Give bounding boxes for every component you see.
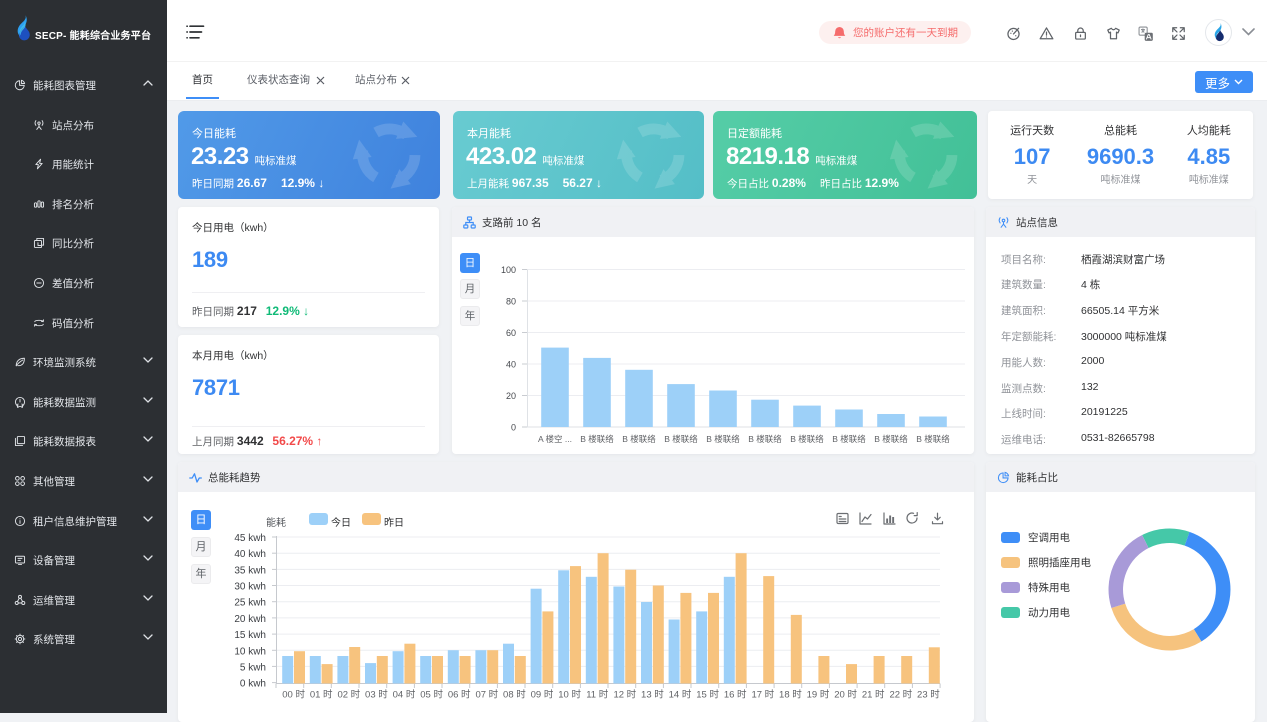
svg-text:B 楼联络: B 楼联络 — [580, 434, 614, 444]
svg-text:B 楼联络: B 楼联络 — [748, 434, 782, 444]
svg-text:04 时: 04 时 — [393, 689, 416, 701]
svg-text:09 时: 09 时 — [531, 689, 554, 701]
svg-text:0: 0 — [511, 423, 516, 433]
svg-text:0 kwh: 0 kwh — [240, 679, 266, 690]
svg-text:05 时: 05 时 — [420, 689, 443, 701]
svg-text:18 时: 18 时 — [779, 689, 802, 701]
svg-text:25 kwh: 25 kwh — [234, 598, 266, 609]
svg-text:B 楼联络: B 楼联络 — [916, 434, 950, 444]
svg-text:5 kwh: 5 kwh — [240, 662, 266, 673]
svg-text:19 时: 19 时 — [807, 689, 830, 701]
svg-text:60: 60 — [506, 328, 516, 338]
svg-text:20 kwh: 20 kwh — [234, 614, 266, 625]
svg-text:B 楼联络: B 楼联络 — [874, 434, 908, 444]
svg-text:20 时: 20 时 — [834, 689, 857, 701]
svg-text:13 时: 13 时 — [641, 689, 664, 701]
svg-text:22 时: 22 时 — [889, 689, 912, 701]
svg-text:00 时: 00 时 — [282, 689, 305, 701]
svg-text:20: 20 — [506, 391, 516, 401]
svg-text:06 时: 06 时 — [448, 689, 471, 701]
svg-text:23 时: 23 时 — [917, 689, 940, 701]
svg-text:12 时: 12 时 — [613, 689, 636, 701]
svg-text:21 时: 21 时 — [862, 689, 885, 701]
svg-text:10 时: 10 时 — [558, 689, 581, 701]
svg-text:80: 80 — [506, 297, 516, 307]
svg-text:45 kwh: 45 kwh — [234, 533, 266, 544]
svg-text:A 楼空 ...: A 楼空 ... — [538, 434, 572, 444]
svg-text:B 楼联络: B 楼联络 — [790, 434, 824, 444]
svg-text:03 时: 03 时 — [365, 689, 388, 701]
svg-text:16 时: 16 时 — [724, 689, 747, 701]
svg-text:01 时: 01 时 — [310, 689, 333, 701]
svg-text:07 时: 07 时 — [475, 689, 498, 701]
svg-text:30 kwh: 30 kwh — [234, 582, 266, 593]
svg-text:15 时: 15 时 — [696, 689, 719, 701]
svg-text:11 时: 11 时 — [586, 689, 609, 701]
svg-text:14 时: 14 时 — [669, 689, 692, 701]
svg-text:B 楼联络: B 楼联络 — [832, 434, 866, 444]
svg-text:15 kwh: 15 kwh — [234, 630, 266, 641]
svg-text:08 时: 08 时 — [503, 689, 526, 701]
svg-text:40: 40 — [506, 360, 516, 370]
svg-text:17 时: 17 时 — [751, 689, 774, 701]
svg-text:35 kwh: 35 kwh — [234, 565, 266, 576]
svg-text:100: 100 — [501, 265, 516, 275]
svg-text:B 楼联络: B 楼联络 — [622, 434, 656, 444]
svg-text:02 时: 02 时 — [337, 689, 360, 701]
svg-text:10 kwh: 10 kwh — [234, 646, 266, 657]
svg-text:B 楼联络: B 楼联络 — [706, 434, 740, 444]
svg-text:40 kwh: 40 kwh — [234, 549, 266, 560]
svg-text:B 楼联络: B 楼联络 — [664, 434, 698, 444]
